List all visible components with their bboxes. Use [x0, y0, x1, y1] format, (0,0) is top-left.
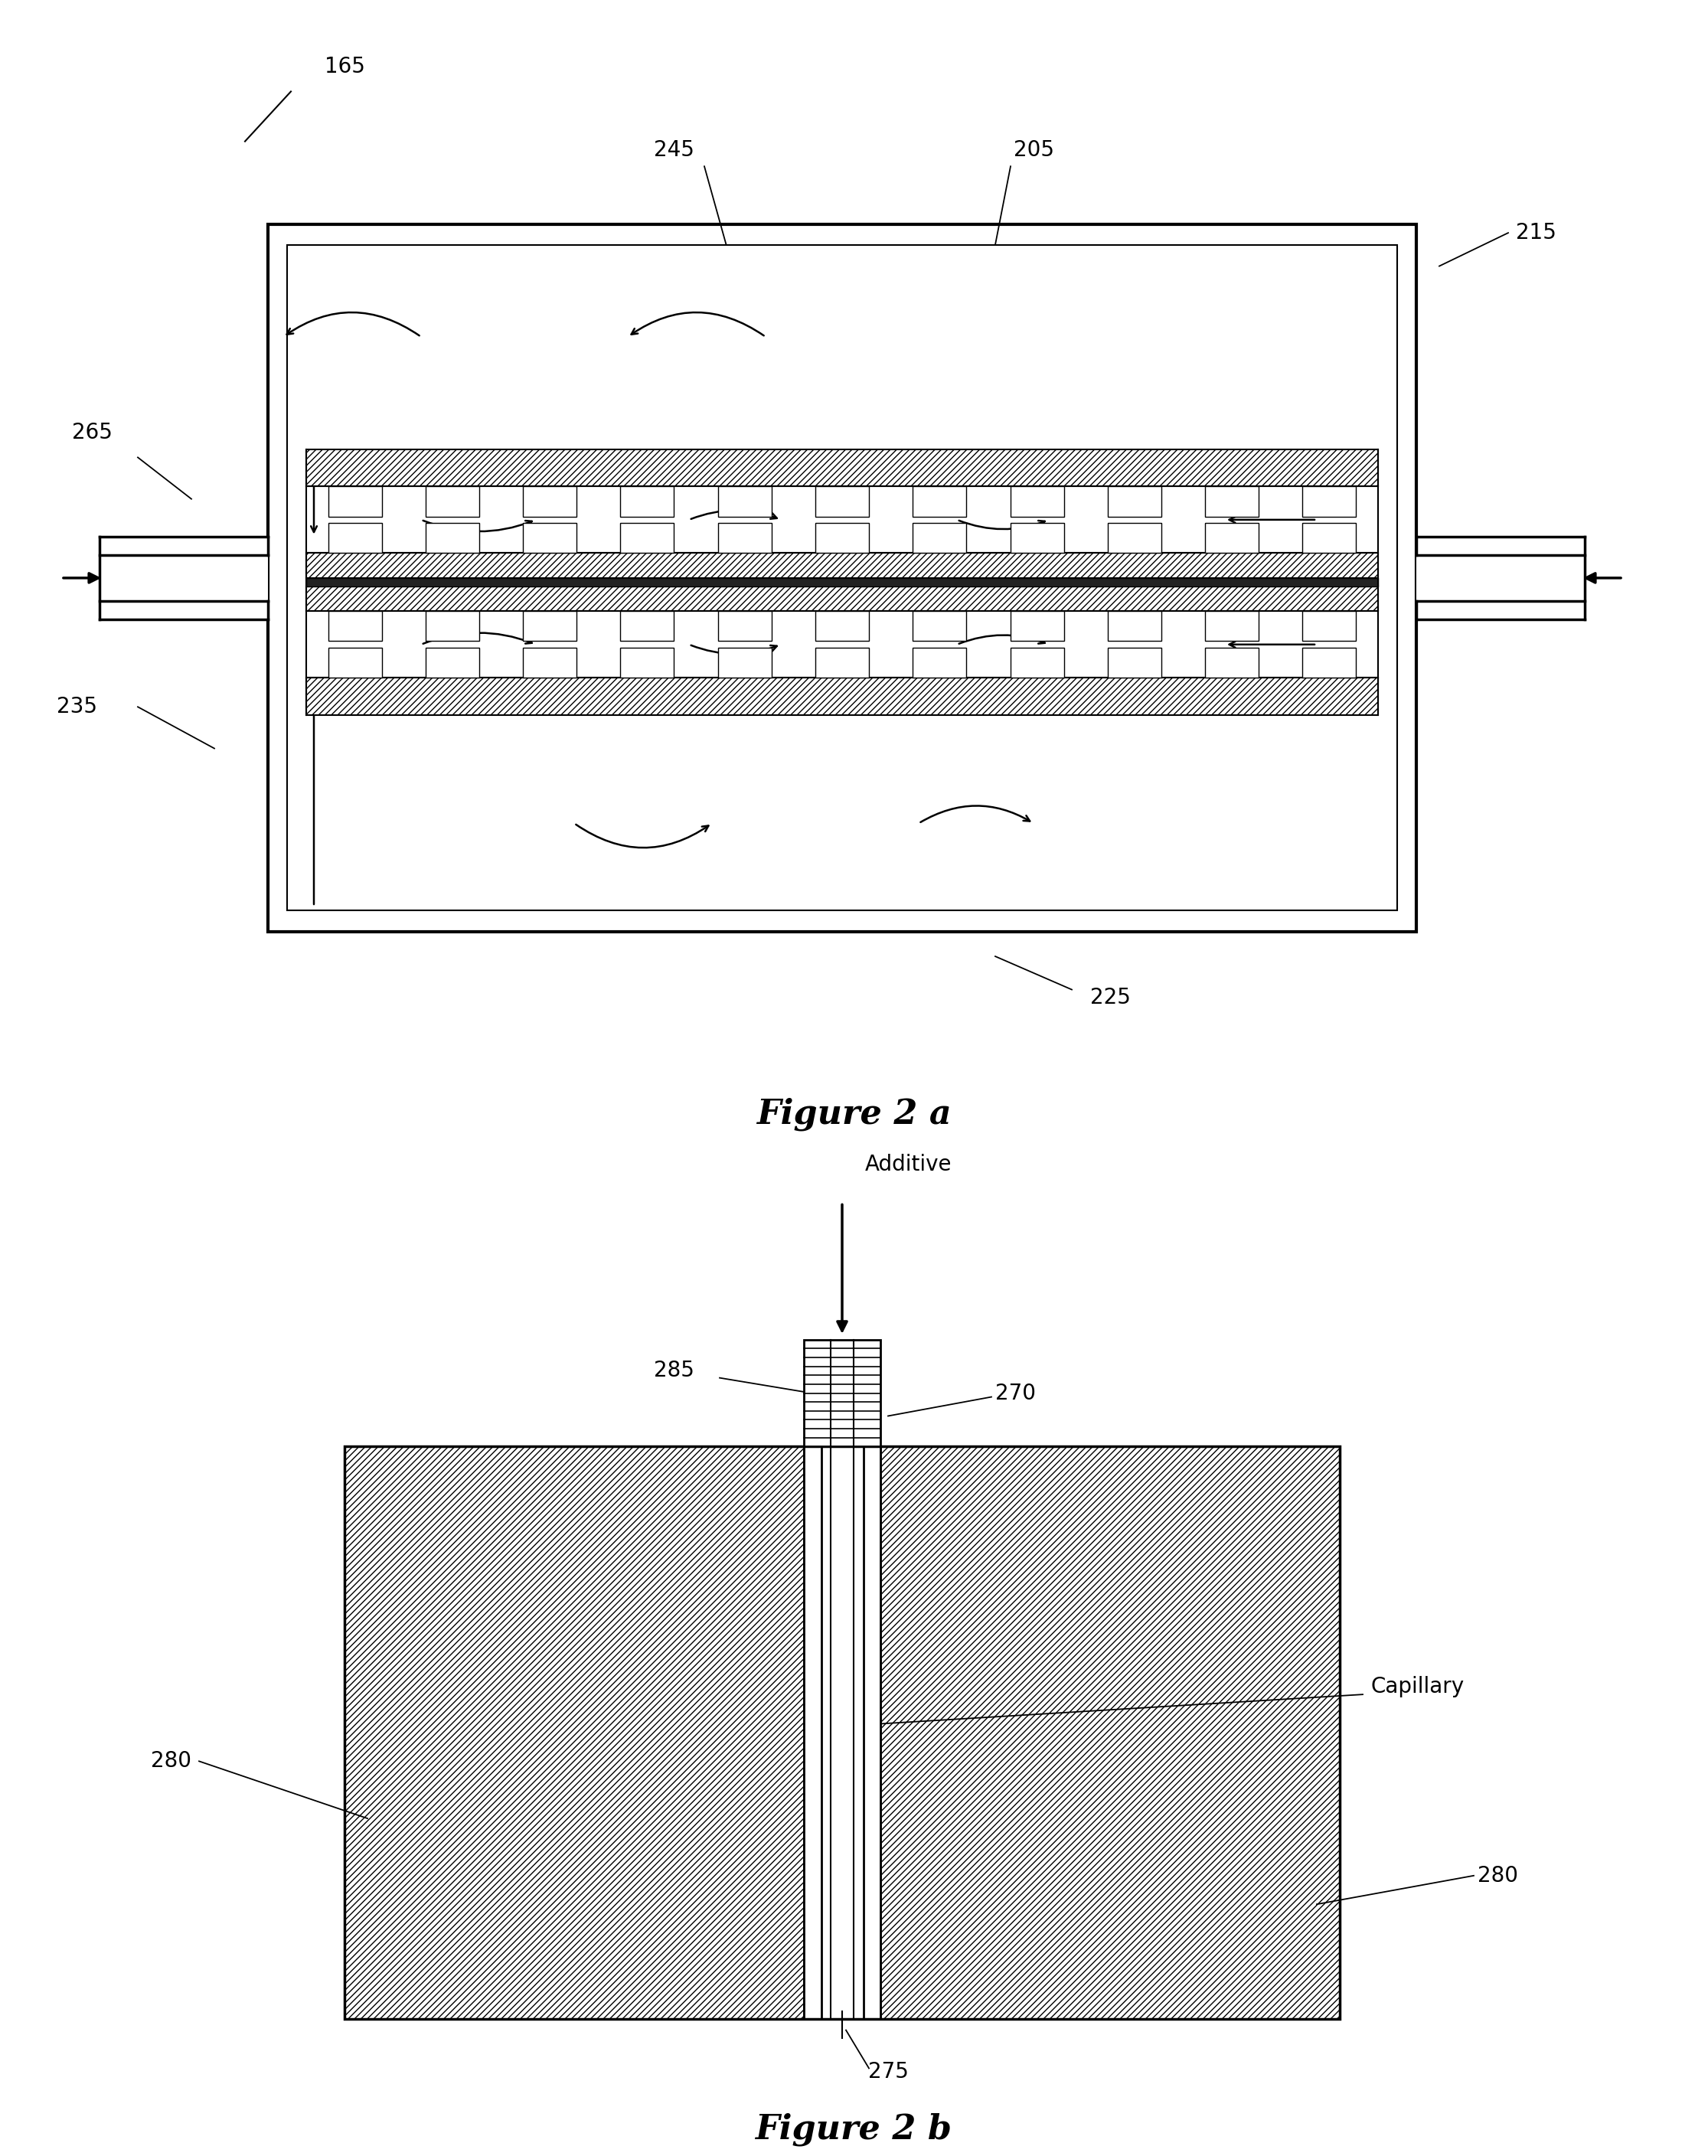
Bar	[620, 524, 675, 554]
Bar	[523, 487, 577, 517]
Bar	[425, 612, 480, 640]
Bar	[1009, 647, 1064, 677]
Bar	[523, 647, 577, 677]
Text: 235: 235	[56, 696, 97, 718]
Bar	[804, 1447, 880, 2018]
Bar	[306, 677, 1378, 716]
Bar	[306, 578, 1378, 586]
Bar	[620, 487, 675, 517]
Bar	[912, 612, 967, 640]
Bar	[1009, 524, 1064, 554]
Bar	[345, 1447, 1339, 2018]
Bar	[287, 246, 1397, 910]
Bar	[345, 1447, 804, 2018]
Bar	[1206, 487, 1259, 517]
Bar	[523, 524, 577, 554]
Bar	[1206, 647, 1259, 677]
Bar	[1108, 612, 1161, 640]
Text: Additive: Additive	[864, 1153, 951, 1175]
Bar	[880, 1447, 1339, 2018]
Text: Figure 2 a: Figure 2 a	[757, 1097, 951, 1132]
Text: 215: 215	[1515, 222, 1556, 244]
Bar	[815, 524, 869, 554]
Text: 255: 255	[1546, 558, 1587, 580]
Bar	[1303, 487, 1356, 517]
Bar	[523, 612, 577, 640]
Bar	[1108, 487, 1161, 517]
Text: 275: 275	[868, 2061, 909, 2083]
Bar	[425, 647, 480, 677]
Bar	[912, 647, 967, 677]
Bar	[425, 524, 480, 554]
Text: 225: 225	[1090, 987, 1131, 1009]
Bar	[1009, 487, 1064, 517]
Bar	[912, 524, 967, 554]
Text: Figure 2 b: Figure 2 b	[755, 2113, 951, 2145]
Bar	[717, 524, 772, 554]
Bar	[1206, 612, 1259, 640]
Bar	[328, 612, 383, 640]
Bar	[1206, 524, 1259, 554]
Bar	[717, 647, 772, 677]
Text: 265: 265	[72, 423, 113, 444]
Bar	[620, 647, 675, 677]
Text: Capillary: Capillary	[1370, 1675, 1464, 1697]
Bar	[717, 612, 772, 640]
Bar	[1416, 537, 1585, 619]
Bar	[99, 537, 268, 619]
Bar	[815, 487, 869, 517]
Bar	[425, 487, 480, 517]
Bar	[306, 448, 1378, 487]
Bar	[306, 586, 1378, 612]
Text: 280: 280	[150, 1751, 191, 1772]
Bar	[328, 647, 383, 677]
Bar	[1108, 647, 1161, 677]
Bar	[1303, 647, 1356, 677]
Bar	[620, 612, 675, 640]
Bar	[804, 1339, 880, 1447]
Bar	[717, 487, 772, 517]
Bar	[815, 612, 869, 640]
Bar	[912, 487, 967, 517]
Text: 165: 165	[325, 56, 366, 78]
Bar	[1108, 524, 1161, 554]
Bar	[1303, 524, 1356, 554]
Text: 245: 245	[654, 138, 693, 160]
Bar	[328, 524, 383, 554]
Bar	[1303, 612, 1356, 640]
Text: 205: 205	[1013, 138, 1054, 160]
Bar	[815, 647, 869, 677]
Text: 270: 270	[996, 1382, 1035, 1404]
Bar	[268, 224, 1416, 931]
Bar	[328, 487, 383, 517]
Text: 285: 285	[654, 1360, 693, 1382]
Bar	[1009, 612, 1064, 640]
Bar	[306, 554, 1378, 578]
Text: 280: 280	[1477, 1865, 1518, 1886]
